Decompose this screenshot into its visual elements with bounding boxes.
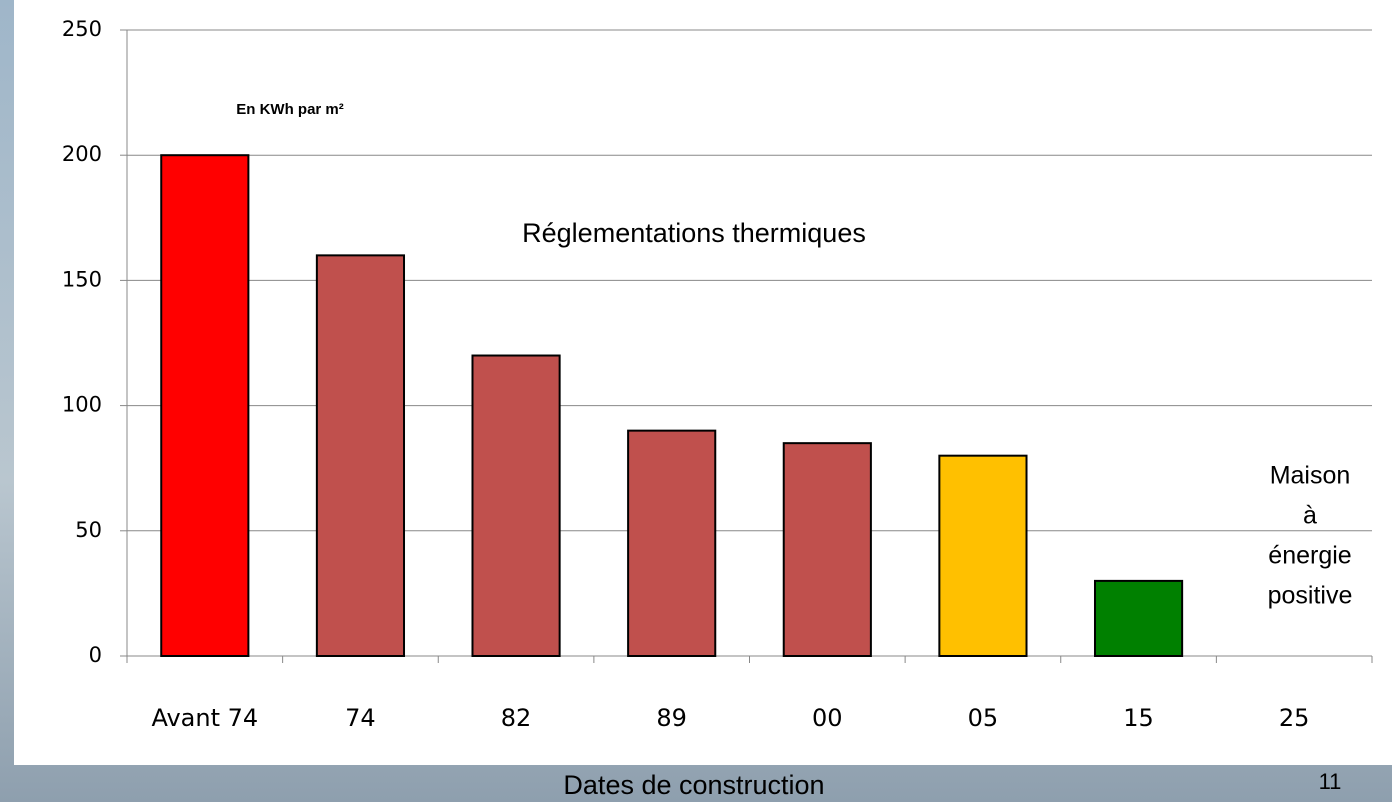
page-number: 11	[1319, 769, 1342, 794]
x-tick-label: 25	[1279, 704, 1310, 732]
x-tick-label: 74	[345, 704, 376, 732]
y-tick-label: 0	[89, 643, 102, 667]
y-tick-label: 250	[62, 17, 102, 41]
x-tick-label: 00	[812, 704, 843, 732]
y-tick-label: 100	[62, 393, 102, 417]
bar	[1093, 579, 1184, 658]
bar	[471, 354, 561, 657]
bar	[315, 254, 406, 658]
y-tick-label: 150	[62, 267, 102, 291]
bar	[782, 442, 872, 657]
note-line: Maison	[1270, 462, 1351, 490]
note-line: à	[1303, 502, 1317, 530]
unit-note: En KWh par m²	[236, 101, 344, 118]
x-tick-label: Avant 74	[151, 704, 258, 732]
bar	[627, 429, 717, 658]
note-line: positive	[1268, 582, 1353, 610]
note-line: énergie	[1268, 542, 1351, 570]
x-tick-label: 05	[968, 704, 999, 732]
x-tick-label: 15	[1123, 704, 1154, 732]
bar	[160, 154, 250, 657]
annotation: Réglementations thermiques	[522, 218, 866, 248]
x-tick-label: 89	[656, 704, 687, 732]
y-tick-label: 50	[75, 518, 102, 542]
y-tick-label: 200	[62, 142, 102, 166]
x-axis-label: Dates de construction	[563, 770, 824, 800]
x-tick-label: 82	[501, 704, 532, 732]
bar	[938, 454, 1028, 657]
